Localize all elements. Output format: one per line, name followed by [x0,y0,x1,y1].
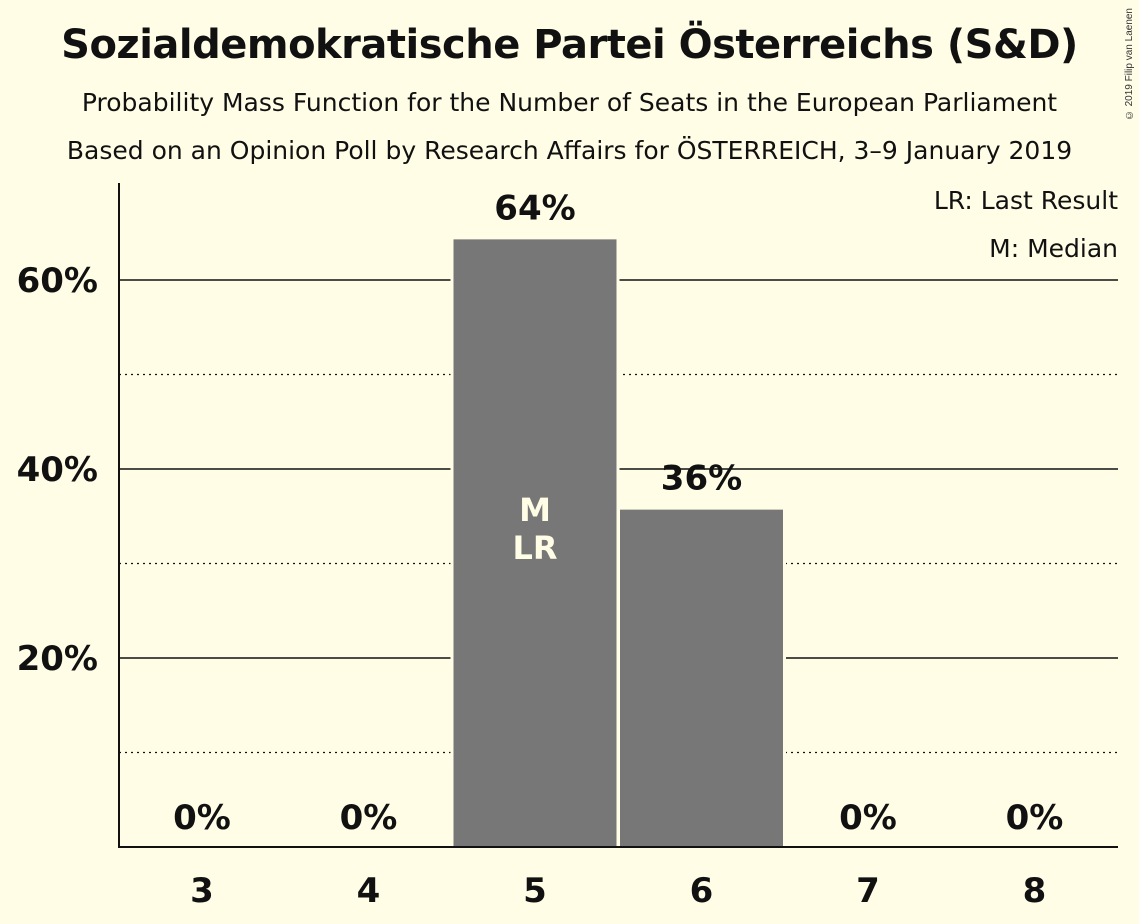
axes [118,183,1118,848]
bar-value-label: 0% [839,798,897,838]
bar-value-label: 0% [1006,798,1064,838]
x-tick-label: 7 [856,871,880,911]
last-result-marker: LR [512,529,557,567]
median-marker: M [519,491,551,529]
y-tick-label: 20% [17,639,98,679]
x-tick-label: 3 [190,871,214,911]
bar-value-label: 0% [173,798,231,838]
x-tick-label: 6 [690,871,714,911]
legend: LR: Last Result M: Median [934,186,1118,263]
y-tick-label: 60% [17,261,98,301]
chart-subtitle: Probability Mass Function for the Number… [81,88,1058,117]
bar-value-label: 0% [340,798,398,838]
y-tick-label: 40% [17,450,98,490]
bar [453,239,617,848]
chart-source-line: Based on an Opinion Poll by Research Aff… [66,136,1073,165]
x-tick-label: 8 [1023,871,1047,911]
bars [450,236,786,848]
chart-title: Sozialdemokratische Partei Österreichs (… [61,22,1078,68]
bar [620,509,783,847]
legend-last-result: LR: Last Result [934,186,1118,215]
bar-value-label: 36% [661,459,742,499]
legend-median: M: Median [989,234,1118,263]
x-tick-label: 4 [357,871,381,911]
x-tick-label: 5 [523,871,547,911]
bar-value-label: 64% [494,188,575,228]
